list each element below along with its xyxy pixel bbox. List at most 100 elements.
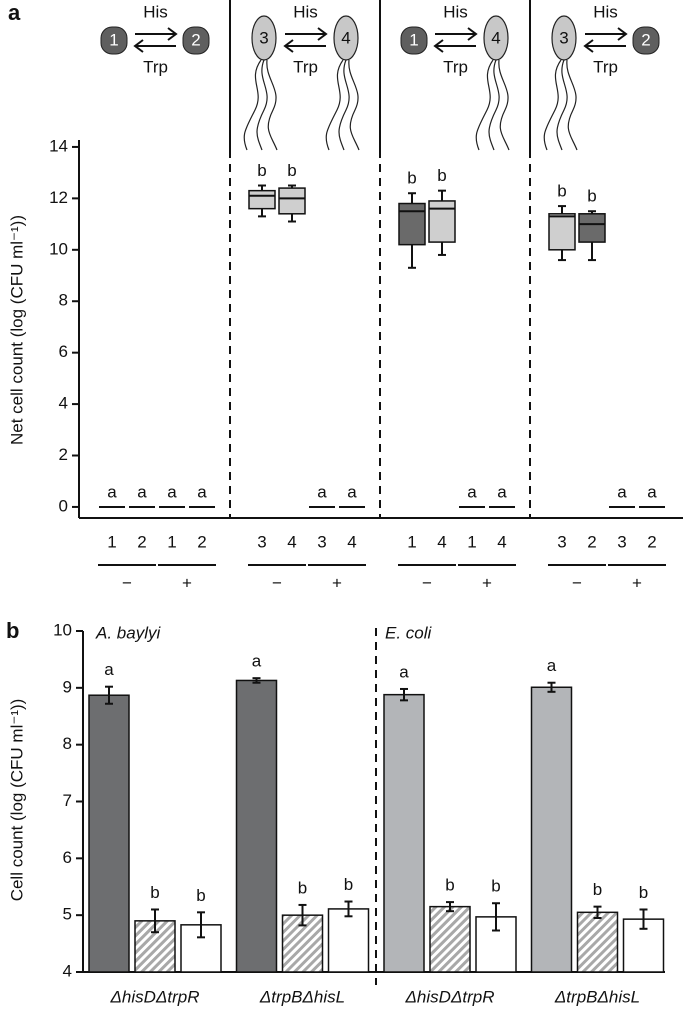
cell-label: 2: [191, 30, 200, 49]
arrow-label: Trp: [443, 57, 468, 76]
arrow: [433, 39, 476, 53]
bar: [530, 686, 573, 973]
y-tick-label: 9: [63, 677, 72, 696]
condition-label: −: [272, 573, 282, 592]
cell-icon: [632, 26, 660, 55]
x-tick-label: 1: [167, 532, 176, 551]
x-tick-label: 2: [197, 532, 206, 551]
x-tick-label: 1: [407, 532, 416, 551]
cell-label: 4: [491, 28, 500, 47]
flagellum: [475, 59, 494, 151]
panel-label: a: [8, 0, 21, 25]
cell-label: 3: [259, 28, 268, 47]
cell-icon: [333, 15, 359, 61]
flagellum: [543, 59, 562, 151]
x-tick-label: 1: [467, 532, 476, 551]
x-tick-label: ΔtrpBΔhisL: [554, 987, 640, 1006]
significance-letter: a: [137, 482, 147, 501]
x-tick-label: 4: [497, 532, 506, 551]
significance-letter: a: [107, 482, 117, 501]
significance-letter: b: [150, 883, 159, 902]
cell-label: 1: [109, 30, 118, 49]
x-tick-label: 3: [257, 532, 266, 551]
y-tick-label: 4: [59, 394, 68, 413]
x-tick-label: 3: [617, 532, 626, 551]
x-tick-label: 4: [437, 532, 446, 551]
x-tick-label: 3: [317, 532, 326, 551]
flagellum: [498, 59, 510, 151]
y-tick-label: 0: [59, 496, 68, 515]
significance-letter: b: [445, 876, 454, 895]
significance-letter: a: [467, 482, 477, 501]
bar: [429, 905, 471, 973]
box: [278, 187, 306, 215]
significance-letter: b: [557, 182, 566, 201]
arrow-label: Trp: [293, 57, 318, 76]
significance-letter: a: [347, 482, 357, 501]
bar: [383, 693, 425, 973]
condition-label: −: [572, 573, 582, 592]
box: [428, 200, 456, 243]
flagellum: [243, 59, 262, 151]
flagellum: [338, 59, 350, 151]
significance-letter: b: [407, 169, 416, 188]
arrow-label: Trp: [593, 57, 618, 76]
x-tick-label: ΔhisDΔtrpR: [405, 987, 495, 1006]
flagellum: [256, 59, 268, 151]
cell-icon: [251, 15, 277, 61]
box: [548, 213, 576, 251]
significance-letter: a: [547, 656, 557, 675]
significance-letter: b: [639, 883, 648, 902]
arrow-label: Trp: [143, 57, 168, 76]
y-axis-label: Net cell count (log (CFU ml⁻¹)): [7, 215, 26, 445]
significance-letter: a: [104, 660, 114, 679]
condition-label: +: [632, 573, 642, 592]
bar: [576, 911, 619, 973]
box: [248, 189, 276, 210]
x-tick-label: 2: [587, 532, 596, 551]
significance-letter: a: [252, 652, 262, 671]
section-label: A. baylyi: [95, 623, 161, 642]
condition-label: +: [332, 573, 342, 592]
box: [398, 202, 426, 246]
condition-label: +: [482, 573, 492, 592]
significance-letter: a: [647, 482, 657, 501]
arrow: [585, 27, 628, 41]
x-tick-label: 1: [107, 532, 116, 551]
cell-label: 3: [559, 28, 568, 47]
y-tick-label: 2: [59, 445, 68, 464]
y-tick-label: 6: [59, 342, 68, 361]
significance-letter: b: [593, 880, 602, 899]
arrow: [135, 27, 178, 41]
flagellum: [348, 59, 360, 151]
y-tick-label: 12: [49, 188, 68, 207]
significance-letter: a: [197, 482, 207, 501]
flagellum: [566, 59, 578, 151]
arrow: [583, 39, 626, 53]
significance-letter: a: [497, 482, 507, 501]
condition-label: +: [182, 573, 192, 592]
y-tick-label: 8: [59, 291, 68, 310]
arrow-label: His: [443, 2, 468, 21]
cell-label: 2: [641, 30, 650, 49]
y-tick-label: 10: [49, 239, 68, 258]
arrow: [435, 27, 478, 41]
cell-icon: [182, 26, 210, 55]
x-tick-label: 4: [287, 532, 296, 551]
arrow: [133, 39, 176, 53]
y-tick-label: 10: [53, 620, 72, 639]
condition-label: −: [422, 573, 432, 592]
y-tick-label: 7: [63, 791, 72, 810]
cell-icon: [551, 15, 577, 61]
significance-letter: a: [617, 482, 627, 501]
y-axis-label: Cell count (log (CFU ml⁻¹)): [7, 699, 26, 902]
bar: [327, 908, 370, 973]
cell-icon: [400, 26, 428, 55]
significance-letter: a: [167, 482, 177, 501]
y-tick-label: 6: [63, 848, 72, 867]
y-tick-label: 5: [63, 905, 72, 924]
box: [578, 213, 606, 243]
cell-icon: [483, 15, 509, 61]
x-tick-label: 3: [557, 532, 566, 551]
